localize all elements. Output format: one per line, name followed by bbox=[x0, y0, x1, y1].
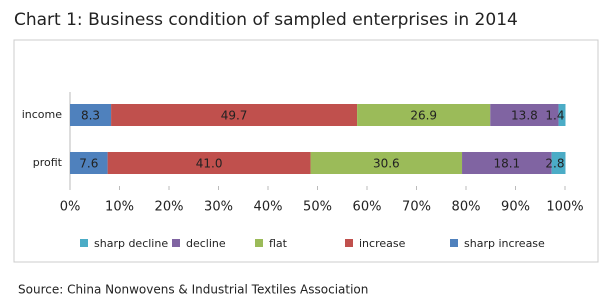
legend-swatch bbox=[255, 239, 263, 247]
value-label: 41.0 bbox=[196, 157, 223, 171]
bar-segment bbox=[558, 104, 566, 126]
x-tick-label: 100% bbox=[546, 200, 583, 215]
x-tick-label: 0% bbox=[60, 200, 81, 215]
legend-label: sharp decline bbox=[94, 237, 168, 250]
x-tick-label: 40% bbox=[254, 200, 283, 215]
bar-segment bbox=[70, 104, 112, 126]
x-tick-label: 80% bbox=[452, 200, 481, 215]
legend-label: flat bbox=[269, 237, 288, 250]
legend-label: sharp increase bbox=[464, 237, 545, 250]
bar-segment bbox=[111, 104, 358, 126]
y-tick-label: profit bbox=[33, 156, 63, 169]
x-tick-label: 30% bbox=[204, 200, 233, 215]
value-label: 49.7 bbox=[221, 109, 248, 123]
x-tick-label: 90% bbox=[501, 200, 530, 215]
x-tick-label: 70% bbox=[402, 200, 431, 215]
value-label: 8.3 bbox=[81, 109, 100, 123]
source-note: Source: China Nonwovens & Industrial Tex… bbox=[18, 283, 368, 297]
x-tick-label: 60% bbox=[353, 200, 382, 215]
value-label: 1.4 bbox=[545, 109, 564, 123]
bar-segment bbox=[310, 152, 463, 174]
legend-label: decline bbox=[186, 237, 226, 250]
legend-label: increase bbox=[359, 237, 406, 250]
chart-frame bbox=[13, 39, 599, 263]
legend-swatch bbox=[345, 239, 353, 247]
bar-segment bbox=[70, 152, 108, 174]
bar-segment bbox=[551, 152, 566, 174]
value-label: 26.9 bbox=[410, 109, 437, 123]
value-label: 2.8 bbox=[545, 157, 564, 171]
value-label: 30.6 bbox=[373, 157, 400, 171]
value-label: 18.1 bbox=[493, 157, 520, 171]
legend-swatch bbox=[172, 239, 180, 247]
bar-segment bbox=[462, 152, 552, 174]
bar-segment bbox=[357, 104, 491, 126]
value-label: 13.8 bbox=[511, 109, 538, 123]
x-tick-label: 10% bbox=[105, 200, 134, 215]
chart-title: Chart 1: Business condition of sampled e… bbox=[14, 10, 518, 30]
bar-segment bbox=[490, 104, 559, 126]
x-tick-label: 50% bbox=[303, 200, 332, 215]
y-tick-label: income bbox=[22, 108, 63, 121]
bar-segment bbox=[107, 152, 311, 174]
legend-swatch bbox=[450, 239, 458, 247]
value-label: 7.6 bbox=[79, 157, 98, 171]
legend-swatch bbox=[80, 239, 88, 247]
x-tick-label: 20% bbox=[155, 200, 184, 215]
